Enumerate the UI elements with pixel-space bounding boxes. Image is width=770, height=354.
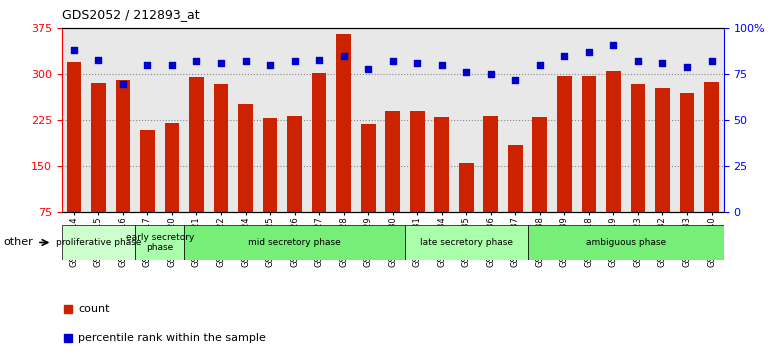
- Point: [215, 61, 227, 66]
- Point: [608, 42, 620, 48]
- Text: ambiguous phase: ambiguous phase: [586, 238, 666, 247]
- Point: [264, 62, 276, 68]
- Bar: [263, 118, 277, 258]
- Point: [190, 59, 203, 64]
- Bar: [459, 163, 474, 258]
- FancyBboxPatch shape: [62, 225, 136, 260]
- FancyBboxPatch shape: [136, 225, 184, 260]
- FancyBboxPatch shape: [184, 225, 405, 260]
- Bar: [66, 62, 81, 258]
- FancyBboxPatch shape: [405, 225, 527, 260]
- Point: [460, 70, 473, 75]
- Bar: [434, 117, 449, 258]
- Bar: [287, 116, 302, 258]
- Text: mid secretory phase: mid secretory phase: [248, 238, 341, 247]
- FancyBboxPatch shape: [527, 225, 724, 260]
- Point: [166, 62, 178, 68]
- Text: early secretory
phase: early secretory phase: [126, 233, 194, 252]
- Point: [141, 62, 153, 68]
- Point: [632, 59, 644, 64]
- Point: [681, 64, 693, 70]
- Point: [534, 62, 546, 68]
- Bar: [705, 82, 719, 258]
- Bar: [385, 111, 400, 258]
- Point: [436, 62, 448, 68]
- Point: [362, 66, 374, 72]
- Point: [68, 47, 80, 53]
- Point: [239, 59, 252, 64]
- Bar: [238, 104, 253, 258]
- Bar: [606, 71, 621, 258]
- Bar: [140, 130, 155, 258]
- Bar: [484, 116, 498, 258]
- Bar: [533, 117, 547, 258]
- Point: [509, 77, 521, 83]
- Bar: [312, 73, 326, 258]
- Bar: [631, 84, 645, 258]
- Point: [705, 59, 718, 64]
- Bar: [410, 110, 424, 258]
- Bar: [508, 145, 523, 258]
- Point: [313, 57, 325, 62]
- Bar: [116, 80, 130, 258]
- Text: other: other: [3, 238, 33, 247]
- Point: [387, 59, 399, 64]
- Bar: [680, 93, 695, 258]
- Bar: [557, 76, 572, 258]
- Point: [558, 53, 571, 59]
- Text: late secretory phase: late secretory phase: [420, 238, 513, 247]
- Bar: [361, 124, 376, 258]
- Bar: [91, 83, 105, 258]
- Bar: [213, 84, 229, 258]
- Point: [289, 59, 301, 64]
- Text: percentile rank within the sample: percentile rank within the sample: [79, 333, 266, 343]
- Text: count: count: [79, 304, 109, 314]
- Point: [656, 61, 668, 66]
- Point: [337, 53, 350, 59]
- Bar: [336, 34, 351, 258]
- Point: [484, 72, 497, 77]
- Bar: [655, 88, 670, 258]
- Bar: [165, 124, 179, 258]
- Point: [92, 57, 105, 62]
- Point: [117, 81, 129, 86]
- Text: proliferative phase: proliferative phase: [55, 238, 141, 247]
- Point: [583, 50, 595, 55]
- Bar: [189, 78, 204, 258]
- Text: GDS2052 / 212893_at: GDS2052 / 212893_at: [62, 8, 199, 21]
- Bar: [581, 75, 596, 258]
- Point: [411, 61, 424, 66]
